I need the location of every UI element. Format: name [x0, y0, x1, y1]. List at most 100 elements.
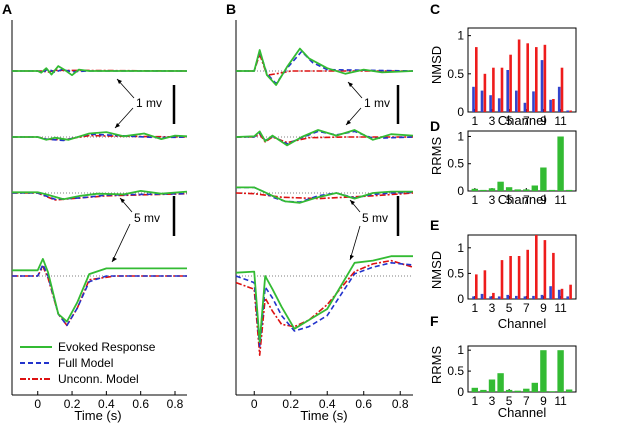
panel-e-bar-unconn-ch8: [535, 235, 538, 299]
panel-f-bar-ch3: [488, 379, 496, 392]
panel-c-bar-full-ch10: [549, 99, 552, 112]
panel-b-evoked-response-trace-3: [236, 186, 413, 204]
panel-b-xtick-label-0: 0: [251, 397, 258, 411]
panel-e-ylabel: NMSD: [429, 251, 444, 289]
panel-e-ytick-label-0: 0: [457, 292, 464, 306]
panel-a-evoked-response-trace-4: [12, 258, 187, 323]
panel-c-bar-full-ch8: [532, 91, 535, 112]
legend-label-evoked: Evoked Response: [58, 340, 156, 354]
panel-f-xtick-label-3: 7: [523, 394, 530, 408]
panel-c-frame: [467, 27, 577, 113]
legend-label-full: Full Model: [58, 356, 113, 370]
panel-e-bar-unconn-ch7: [526, 249, 529, 299]
panel-e-frame: [467, 234, 577, 300]
panel-a-evoked-response-trace-2: [12, 131, 188, 141]
panel-c-bar-unconn-ch3: [492, 67, 495, 112]
panel-b-evoked-response-trace-1: [236, 47, 414, 86]
panel-b-arrowhead-3: [350, 200, 355, 205]
panel-c-bar-unconn-ch5: [509, 54, 512, 112]
panel-b-traces: [235, 47, 414, 356]
panel-e-xtick-label-5: 11: [554, 301, 567, 315]
panel-f-bar-ch9: [540, 350, 547, 392]
panel-a-arrowhead-1: [117, 79, 122, 84]
panel-b-xtick-label-3: 0.6: [355, 397, 372, 411]
panel-c-bar-unconn-ch8: [535, 47, 538, 112]
panel-e-bar-full-ch1: [472, 296, 475, 299]
panel-b-arrowhead-2: [346, 120, 351, 125]
panel-a-xtick-label-3: 0.6: [132, 397, 149, 411]
panel-d: 00.511 3 5 7 9 11 Channel RRMS: [429, 129, 577, 207]
panel-f-bar-ch5: [505, 389, 513, 392]
panel-c-bar-full-ch7: [523, 102, 527, 112]
panel-e-bar-unconn-ch10: [552, 252, 555, 299]
panel-f-bar-ch6: [514, 390, 521, 392]
panel-b-scale-label-5mv: 5 mv: [362, 211, 388, 225]
panel-b-evoked-response-trace-2: [235, 129, 414, 147]
panel-c-xlabel: Channel: [498, 113, 547, 128]
panel-a: 0 0.2 0.4 0.6 0.8 Time (s) 1 mv 5 mv: [11, 20, 188, 423]
panel-c-bar-full-ch3: [489, 95, 492, 112]
panel-a-arrow-4: [111, 223, 131, 263]
panel-d-bar-ch9: [540, 167, 547, 191]
panel-a-full-model-trace-4: [12, 263, 187, 327]
panel-d-bar-ch11: [557, 136, 564, 191]
panel-b-unconn-model-trace-4: [235, 259, 414, 356]
panel-b-arrow-4: [349, 225, 361, 261]
legend: Evoked Response Full Model Unconn. Model: [20, 340, 156, 386]
panel-c-bar-full-ch9: [540, 60, 544, 112]
panel-f-xtick-label-2: 5: [506, 394, 513, 408]
panel-e-ytick-label-1: 0.5: [447, 266, 464, 280]
panel-e-bar-unconn-ch1: [475, 274, 478, 299]
panel-f-ytick-label-2: 1: [457, 343, 464, 357]
panel-a-arrowhead-4: [112, 257, 117, 262]
panel-e-bar-full-ch10: [549, 286, 552, 299]
panel-c-bar-unconn-ch1: [475, 47, 478, 112]
panel-f-xtick-label-1: 3: [489, 394, 496, 408]
panel-e-bar-full-ch5: [506, 294, 509, 299]
panel-b-xtick-label-2: 0.4: [319, 397, 336, 411]
panel-f-bar-ch11: [557, 350, 564, 392]
panel-d-xtick-label-2: 5: [506, 193, 513, 207]
panel-c-bar-unconn-ch11: [560, 67, 564, 112]
panel-b-ticks: 0 0.2 0.4 0.6 0.8: [251, 391, 409, 411]
panel-e-ytick-label-2: 1: [457, 241, 464, 255]
panel-c-xtick-label-2: 5: [506, 114, 513, 128]
panel-a-xlabel: Time (s): [74, 408, 121, 423]
panel-f-bar-ch7: [523, 388, 530, 392]
panel-c-bar-unconn-ch6: [517, 39, 521, 112]
panel-b-xtick-label-1: 0.2: [282, 397, 299, 411]
panel-f-ylabel: RRMS: [429, 346, 444, 385]
panel-a-evoked-response-trace-1: [12, 65, 187, 77]
panel-label-a: A: [2, 1, 12, 17]
panel-c: 00.511 3 5 7 9 11 Channel NMSD: [429, 27, 577, 128]
panel-e-bar-full-ch11: [557, 289, 561, 299]
panel-b-evoked-response-trace-4: [235, 255, 413, 343]
panel-d-ytick-label-1: 0.5: [447, 157, 464, 171]
panel-d-frame: [467, 130, 577, 192]
panel-c-ytick-label-1: 0.5: [447, 67, 464, 81]
panel-label-f: F: [430, 313, 439, 329]
panel-f-xtick-label-5: 11: [554, 394, 567, 408]
panel-b-unconn-model-trace-3: [235, 192, 414, 200]
legend-label-unconn: Unconn. Model: [58, 372, 139, 386]
panel-c-bar-unconn-ch9: [543, 44, 547, 112]
panel-b-arrowhead-1: [348, 82, 353, 87]
panel-c-bar-unconn-ch4: [500, 67, 504, 112]
panel-d-bar-ch12: [565, 189, 573, 191]
panel-d-bar-ch4: [497, 181, 504, 191]
panel-d-bar-ch2: [480, 189, 487, 191]
panel-d-bar-ch7: [523, 189, 530, 191]
panel-e-bar-full-ch4: [497, 296, 501, 299]
panel-label-b: B: [226, 1, 236, 17]
panel-e-bars: 00.511 3 5 7 9 11: [447, 234, 577, 315]
panel-c-bars: 00.511 3 5 7 9 11: [447, 27, 577, 128]
panel-d-bars: 00.511 3 5 7 9 11: [447, 129, 577, 207]
panel-a-scale-label-5mv: 5 mv: [134, 211, 160, 225]
panel-e-bar-unconn-ch9: [543, 240, 547, 299]
panel-e-xtick-label-1: 3: [489, 301, 496, 315]
panel-c-bar-full-ch2: [480, 90, 484, 112]
panel-f-bar-ch2: [480, 389, 487, 392]
panel-e-bar-full-ch7: [523, 296, 527, 299]
panel-f-bar-ch10: [548, 391, 556, 392]
panel-e-bar-unconn-ch12: [569, 284, 572, 299]
